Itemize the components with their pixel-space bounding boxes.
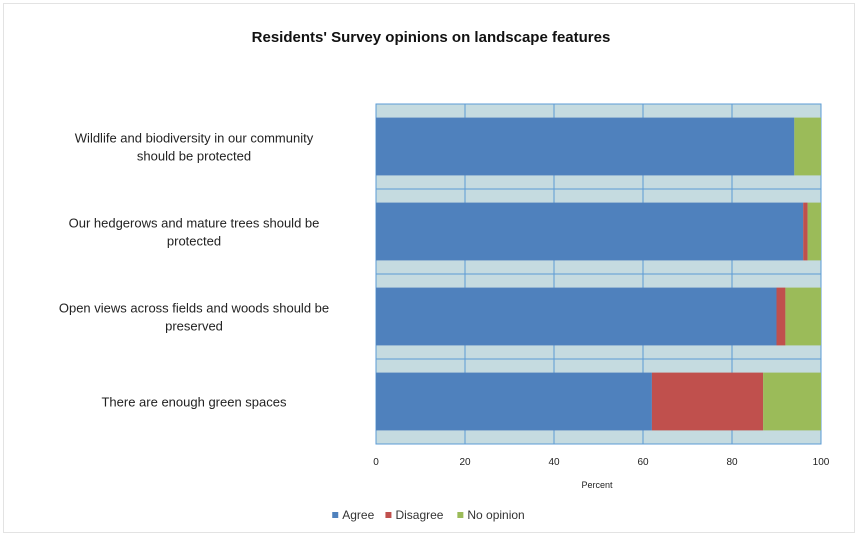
bar-no-opinion	[763, 372, 821, 431]
bar-disagree	[651, 372, 764, 431]
x-tick-label: 80	[726, 457, 738, 468]
bar-agree	[376, 117, 795, 176]
category-label: Wildlife and biodiversity in our communi…	[75, 131, 314, 164]
category-label-line: Our hedgerows and mature trees should be	[69, 216, 320, 231]
category-labels: Wildlife and biodiversity in our communi…	[59, 131, 329, 410]
category-label-line: Wildlife and biodiversity in our communi…	[75, 131, 314, 146]
bar-disagree	[803, 202, 808, 261]
legend-swatch	[332, 512, 339, 518]
category-label: Our hedgerows and mature trees should be…	[69, 216, 320, 249]
legend-label: No opinion	[467, 508, 524, 522]
chart-frame: Residents' Survey opinions on landscape …	[3, 3, 855, 533]
x-axis-title: Percent	[581, 480, 613, 490]
bar-disagree	[776, 287, 786, 346]
chart-svg: Residents' Survey opinions on landscape …	[59, 29, 830, 522]
category-label: Open views across fields and woods shoul…	[59, 301, 329, 334]
bar-agree	[376, 202, 804, 261]
bar-no-opinion	[807, 202, 821, 261]
chart-title: Residents' Survey opinions on landscape …	[252, 29, 611, 46]
x-tick-label: 20	[459, 457, 471, 468]
category-label-line: should be protected	[137, 149, 251, 164]
category-label-line: Open views across fields and woods shoul…	[59, 301, 329, 316]
legend: Agree Disagree No opinion	[332, 508, 525, 522]
legend-label: Agree	[342, 508, 374, 522]
category-label-line: There are enough green spaces	[101, 395, 287, 410]
bar-no-opinion	[794, 117, 821, 176]
x-tick-label: 40	[548, 457, 560, 468]
x-axis-ticks: 0 20 40 60 80 100	[373, 457, 830, 468]
category-label-line: preserved	[165, 319, 223, 334]
x-tick-label: 0	[373, 457, 379, 468]
legend-swatch	[457, 512, 464, 518]
category-label-line: protected	[167, 234, 221, 249]
bar-agree	[376, 287, 777, 346]
category-label: There are enough green spaces	[101, 395, 287, 410]
x-tick-label: 100	[813, 457, 830, 468]
bar-agree	[376, 372, 652, 431]
x-tick-label: 60	[637, 457, 649, 468]
bars	[376, 117, 821, 431]
legend-label: Disagree	[395, 508, 443, 522]
legend-swatch	[385, 512, 392, 518]
bar-no-opinion	[785, 287, 821, 346]
